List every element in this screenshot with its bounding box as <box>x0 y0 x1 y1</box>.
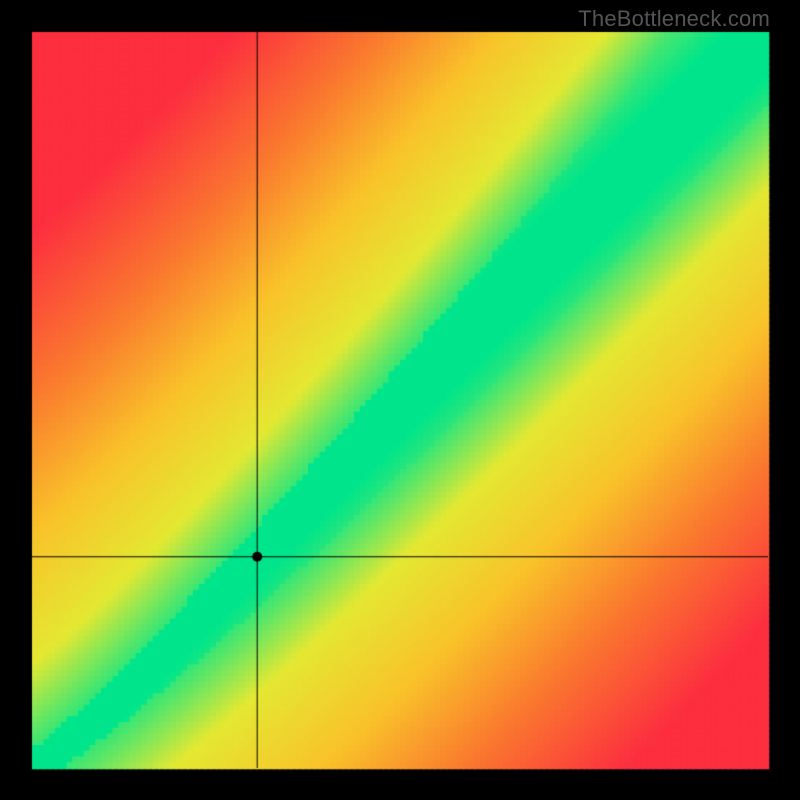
bottleneck-heatmap <box>0 0 800 800</box>
chart-container: { "watermark": { "text": "TheBottleneck.… <box>0 0 800 800</box>
watermark-text: TheBottleneck.com <box>578 6 770 32</box>
